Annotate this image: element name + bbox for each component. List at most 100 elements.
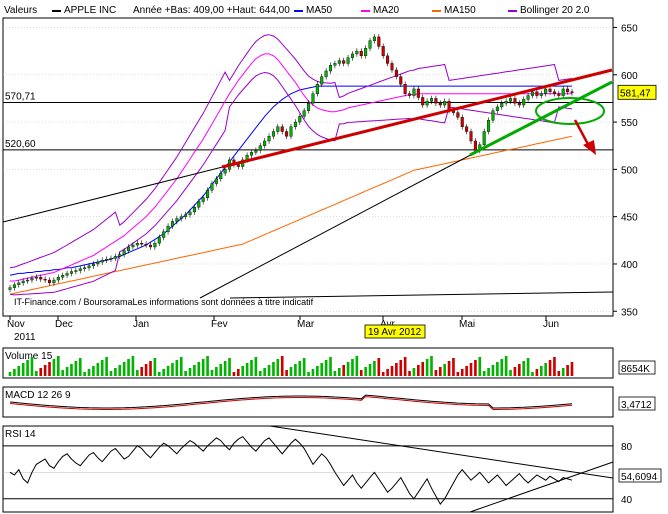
volume-bar-64: [289, 367, 293, 376]
candle-body-24: [113, 256, 117, 259]
rsi-trendline-down: [269, 425, 614, 479]
volume-bar-57: [258, 371, 262, 376]
x-label-2: Jan: [133, 319, 149, 330]
candle-body-10: [52, 279, 56, 284]
candle-body-2: [17, 282, 21, 285]
candle-body-103: [460, 117, 464, 127]
candle-body-92: [412, 88, 416, 96]
volume-bar-111: [496, 362, 499, 376]
candle-body-67: [302, 110, 306, 117]
candle-body-60: [271, 131, 275, 137]
macd-title: MACD 12 26 9: [5, 390, 71, 401]
candle-body-90: [403, 84, 407, 94]
candle-body-105: [469, 131, 473, 142]
volume-bar-39: [179, 357, 183, 376]
volume-bar-53: [241, 366, 245, 376]
red-trendline: [221, 68, 613, 169]
volume-bar-21: [100, 360, 104, 376]
volume-bar-32: [149, 361, 152, 376]
volume-bar-116: [517, 364, 521, 376]
candle-body-11: [56, 277, 60, 281]
volume-bar-33: [153, 358, 157, 376]
candle-body-5: [30, 277, 34, 281]
candle-body-121: [539, 93, 543, 96]
black-baseline: [229, 291, 614, 299]
candle-body-125: [557, 93, 561, 96]
candle-body-3: [21, 280, 25, 284]
candle-body-96: [429, 98, 434, 102]
legend: MA50 MA20 MA150 Bollinger 20 2.0: [294, 5, 590, 16]
macd-line: [9, 394, 573, 409]
macd-panel: MACD 12 26 9 3,4712: [2, 386, 656, 418]
volume-bar-35: [162, 369, 165, 376]
candle-body-83: [372, 36, 376, 41]
candle-body-99: [443, 101, 447, 106]
volume-bar-99: [443, 364, 446, 376]
candle-body-44: [201, 197, 205, 202]
macd-signal-line: [9, 396, 573, 410]
candle-body-76: [342, 60, 346, 64]
volume-bar-92: [412, 368, 416, 376]
rsi-last-box: [618, 468, 662, 483]
candle-body-34: [157, 237, 161, 244]
candle-body-7: [39, 277, 43, 280]
candle-body-94: [421, 97, 425, 106]
volume-bar-50: [228, 358, 231, 376]
volume-bar-76: [342, 365, 346, 376]
ma150-line: [9, 135, 573, 295]
volume-bar-15: [74, 361, 78, 376]
volume-bar-20: [96, 363, 100, 376]
candle-body-75: [337, 60, 341, 64]
candle-body-114: [509, 98, 513, 102]
legend-label-2: MA150: [444, 5, 476, 16]
volume-bar-80: [359, 370, 363, 376]
candle-body-106: [473, 140, 477, 151]
candle-body-45: [206, 189, 210, 198]
candle-body-72: [324, 70, 328, 77]
symbol-swatch: [52, 10, 61, 12]
volume-bar-0: [8, 372, 12, 376]
x-label-6: Mai: [459, 319, 475, 330]
volume-bar-42: [193, 365, 196, 376]
candle-body-102: [456, 112, 460, 118]
candle-body-62: [280, 126, 284, 132]
volume-bar-98: [438, 367, 442, 376]
x-label-0: Nov: [7, 319, 25, 330]
volume-bar-78: [351, 359, 354, 376]
candle-body-77: [346, 57, 350, 64]
volume-bar-123: [548, 360, 552, 376]
candle-body-46: [210, 183, 214, 191]
candle-body-108: [482, 131, 486, 145]
volume-bar-119: [531, 372, 534, 376]
volume-bar-109: [487, 368, 490, 376]
volume-title: Volume 15: [5, 351, 53, 362]
volume-bar-17: [83, 372, 86, 376]
candle-body-39: [179, 216, 183, 219]
valeurs-label: Valeurs: [4, 5, 37, 16]
volume-bar-25: [118, 365, 122, 376]
rsi-line: [9, 425, 614, 513]
volume-bar-16: [78, 358, 82, 376]
volume-bar-24: [114, 368, 117, 376]
candle-body-124: [552, 91, 556, 94]
candle-body-20: [96, 261, 100, 265]
candle-body-61: [276, 126, 280, 132]
rsi-tick-label-80: 80: [621, 442, 633, 453]
x-label-1: Dec: [55, 319, 73, 330]
volume-bar-97: [434, 370, 438, 376]
date-marker-text: 19 Avr 2012: [368, 327, 422, 338]
volume-bar-103: [460, 369, 464, 376]
volume-bar-115: [513, 367, 517, 376]
volume-bar-58: [263, 368, 266, 376]
volume-bar-6: [35, 371, 38, 376]
candle-body-27: [127, 246, 131, 251]
volume-bar-61: [276, 359, 280, 376]
last-price-box: [617, 84, 657, 100]
candle-body-115: [513, 98, 517, 104]
macd-lines: [9, 394, 573, 410]
candle-body-66: [298, 116, 302, 123]
candle-body-80: [359, 50, 363, 57]
volume-bar-59: [267, 365, 271, 376]
x-label-7: Jun: [543, 319, 559, 330]
volume-bar-73: [329, 357, 332, 376]
